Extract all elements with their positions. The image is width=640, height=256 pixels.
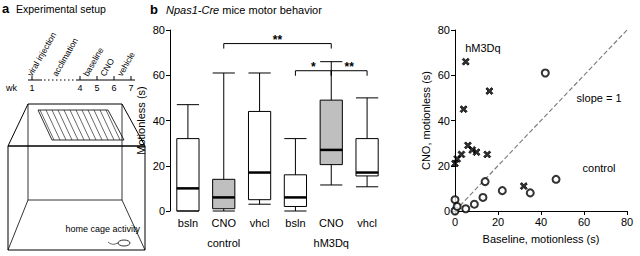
svg-text:80: 80 [153, 24, 165, 36]
svg-text:20: 20 [492, 216, 504, 228]
svg-text:0: 0 [159, 205, 165, 217]
svg-text:1: 1 [29, 83, 34, 93]
svg-text:viral injection: viral injection [25, 30, 58, 78]
svg-text:wk: wk [5, 83, 17, 93]
svg-text:0: 0 [444, 205, 450, 217]
svg-text:80: 80 [438, 24, 450, 36]
svg-text:home cage activity: home cage activity [65, 224, 140, 234]
svg-text:7: 7 [128, 83, 133, 93]
svg-text:vhcl: vhcl [357, 217, 377, 229]
svg-text:Experimental setup: Experimental setup [16, 3, 106, 15]
svg-text:vhcl: vhcl [250, 217, 270, 229]
svg-text:40: 40 [535, 216, 547, 228]
svg-text:Motionless (s): Motionless (s) [135, 86, 147, 154]
svg-text:a: a [2, 1, 10, 16]
svg-text:60: 60 [153, 69, 165, 81]
svg-text:mice motor behavior: mice motor behavior [219, 4, 322, 16]
svg-text:*: * [311, 60, 316, 74]
svg-text:control: control [207, 237, 240, 249]
svg-text:40: 40 [153, 115, 165, 127]
svg-text:slope = 1: slope = 1 [577, 92, 622, 104]
svg-text:0: 0 [452, 216, 458, 228]
svg-text:b: b [150, 2, 158, 17]
svg-text:CNO: CNO [319, 217, 344, 229]
svg-text:5: 5 [94, 83, 99, 93]
svg-text:hM3Dq: hM3Dq [314, 237, 349, 249]
svg-text:bsln: bsln [178, 217, 198, 229]
svg-text:CNO: CNO [98, 56, 116, 78]
svg-text:20: 20 [153, 160, 165, 172]
svg-text:control: control [583, 162, 616, 174]
svg-text:80: 80 [621, 216, 633, 228]
svg-text:Npas1-Cre: Npas1-Cre [166, 4, 219, 16]
svg-text:20: 20 [438, 160, 450, 172]
svg-text:CNO, motionless (s): CNO, motionless (s) [420, 71, 432, 170]
svg-text:baseline: baseline [81, 45, 106, 78]
svg-text:**: ** [344, 60, 354, 74]
svg-text:hM3Dq: hM3Dq [465, 42, 500, 54]
svg-text:60: 60 [438, 69, 450, 81]
svg-text:bsln: bsln [285, 217, 305, 229]
svg-text:4: 4 [77, 83, 82, 93]
svg-text:Baseline, motionless (s): Baseline, motionless (s) [483, 233, 600, 245]
svg-text:**: ** [273, 33, 283, 47]
svg-text:60: 60 [578, 216, 590, 228]
svg-text:6: 6 [111, 83, 116, 93]
svg-text:CNO: CNO [212, 217, 237, 229]
svg-text:vehicle: vehicle [115, 50, 137, 78]
svg-text:acclimation: acclimation [50, 36, 80, 78]
svg-text:40: 40 [438, 115, 450, 127]
